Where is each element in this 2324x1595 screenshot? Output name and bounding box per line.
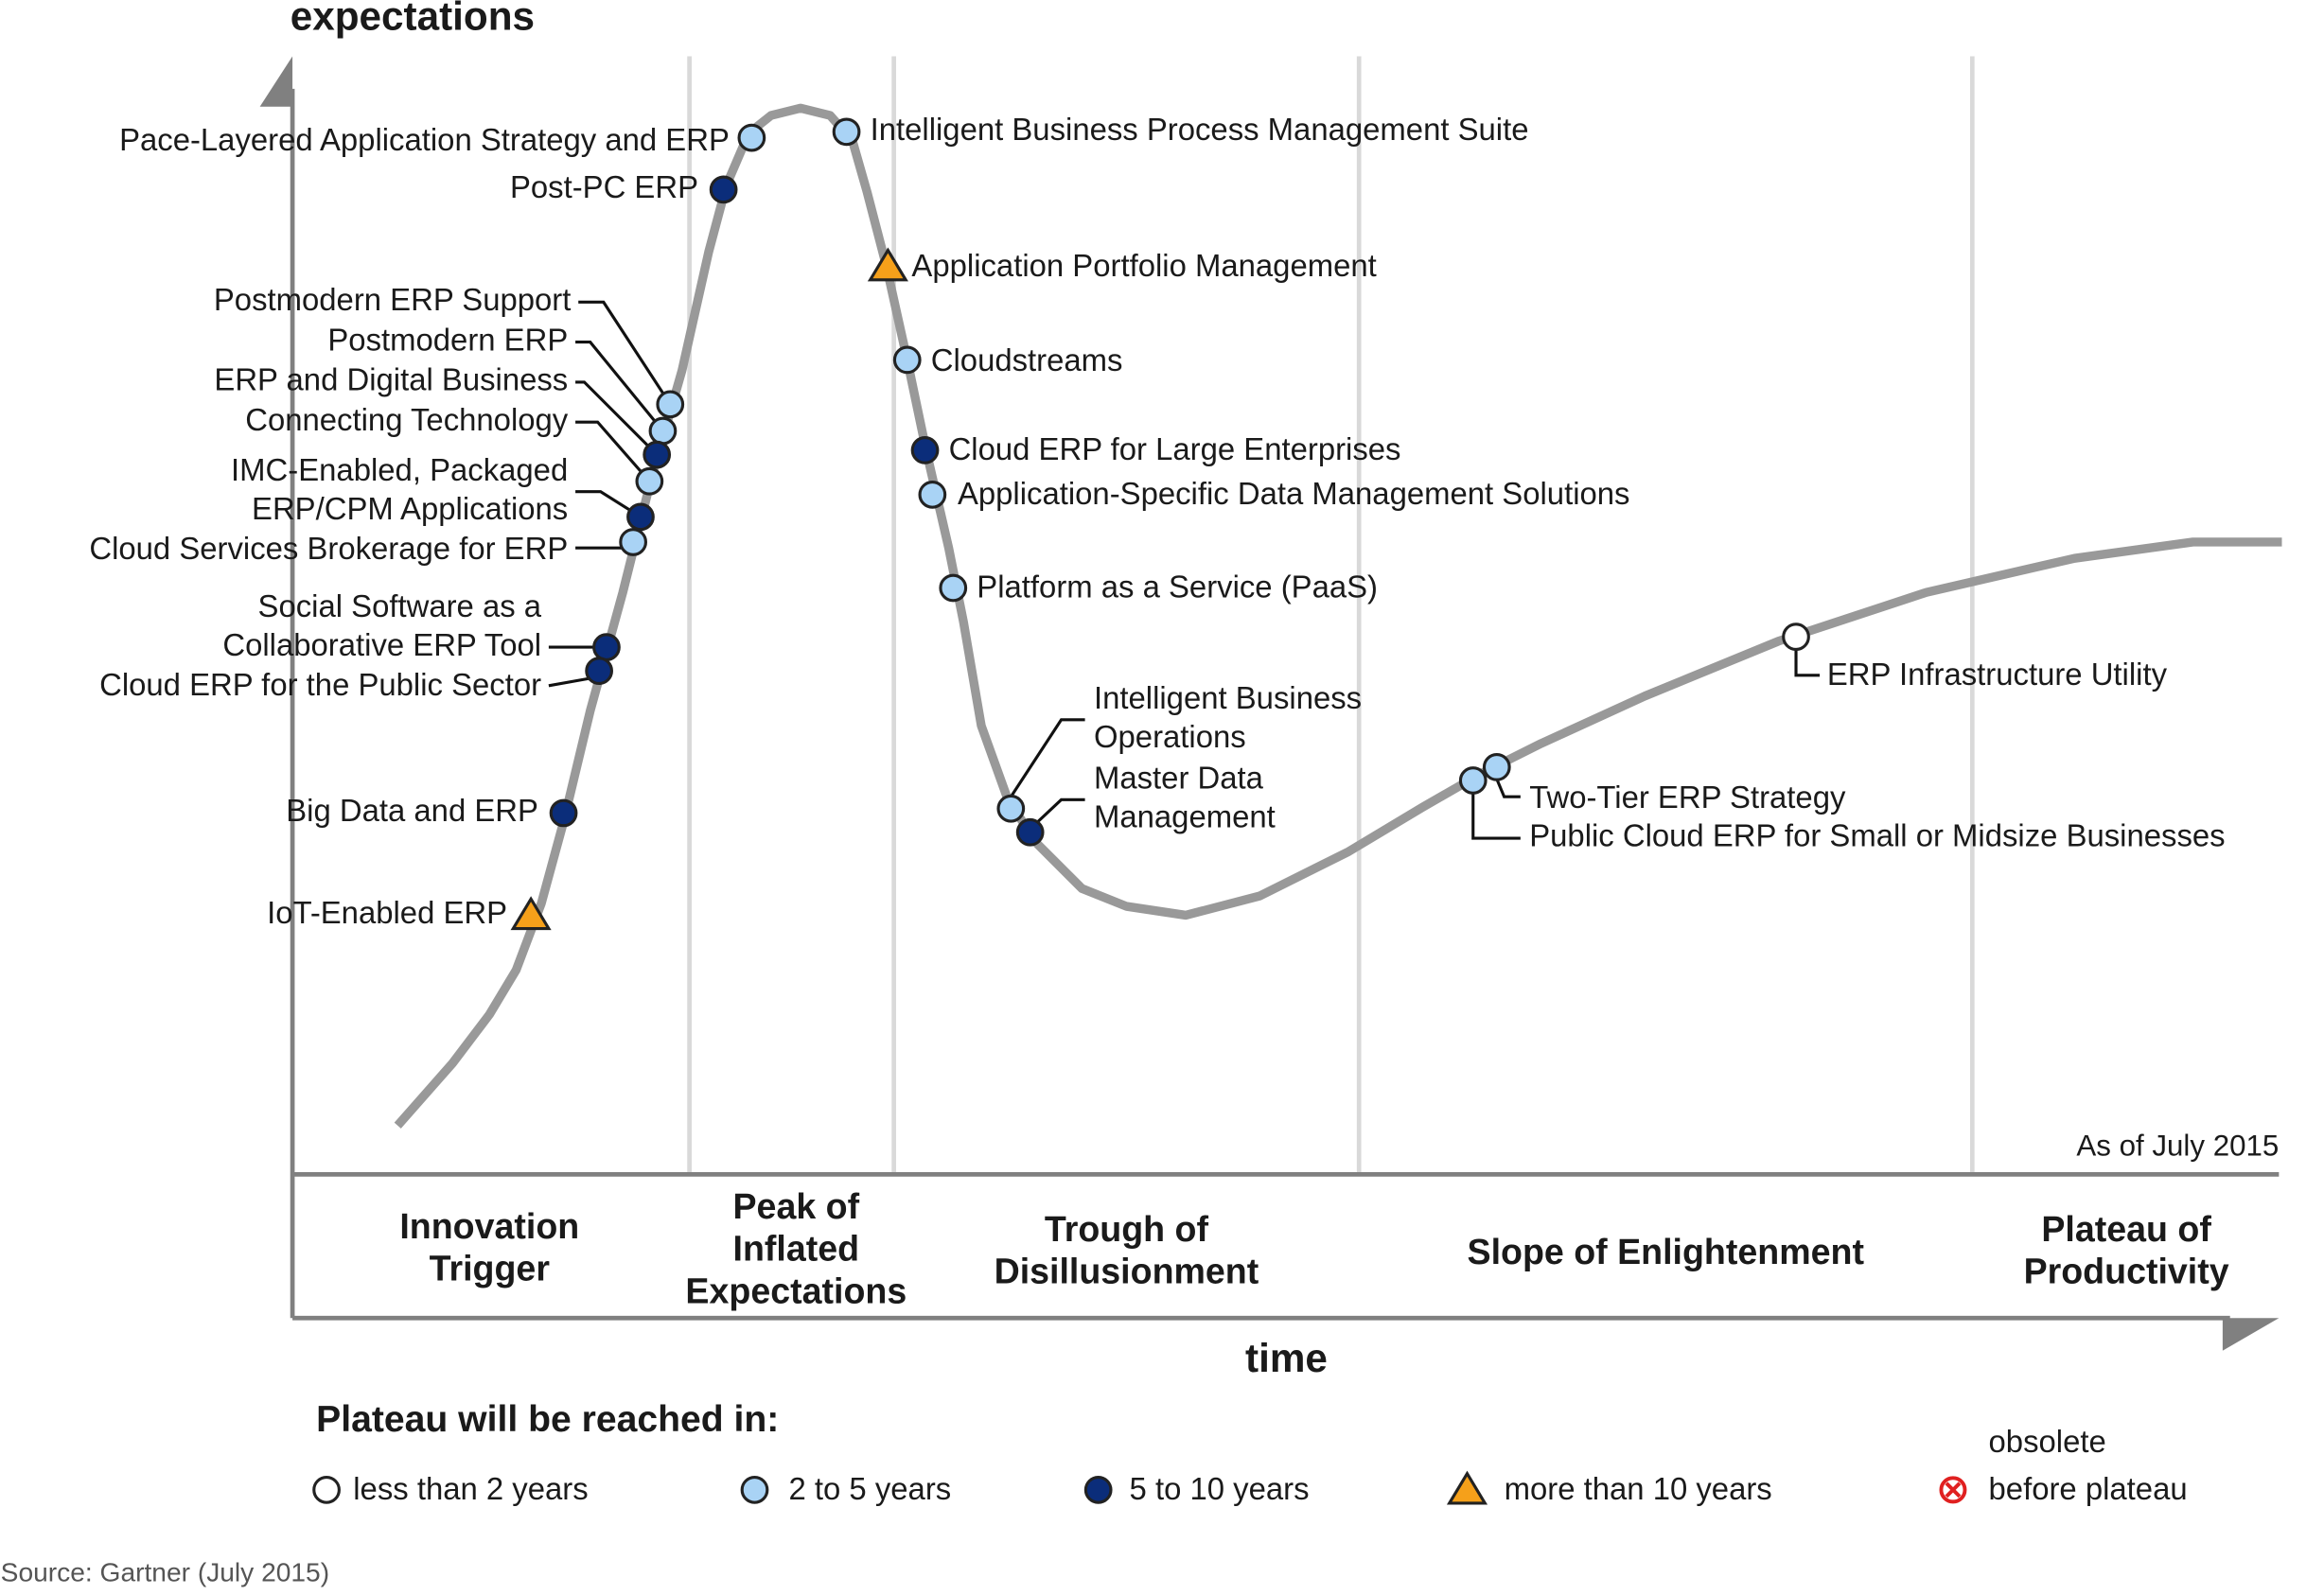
technology-label: Cloud ERP for the Public Sector [99, 667, 541, 702]
technology-label: Master Data [1094, 761, 1264, 796]
technology-marker [996, 794, 1026, 823]
technology-marker [643, 440, 672, 469]
technology-marker [1015, 817, 1045, 847]
technology-label: Postmodern ERP [327, 322, 568, 357]
leader-line [575, 380, 659, 456]
legend-label: 2 to 5 years [789, 1471, 952, 1506]
technology-marker [656, 390, 685, 419]
technology-marker [648, 416, 678, 446]
technology-label: Management [1094, 798, 1276, 833]
source: Source: Gartner (July 2015) [1, 1557, 329, 1587]
technology-label: Postmodern ERP Support [214, 282, 571, 317]
technology-label: Cloudstreams [931, 342, 1123, 377]
technology-label: ERP and Digital Business [214, 362, 568, 397]
technology-label: Pace-Layered Application Strategy and ER… [119, 122, 730, 157]
leader-line [1036, 798, 1085, 823]
technology-label: Social Software as a [258, 588, 542, 623]
leader-line [575, 420, 651, 482]
phase-label: Innovation [399, 1206, 579, 1246]
technology-marker [709, 175, 738, 204]
technology-marker [939, 573, 968, 603]
technology-label: Collaborative ERP Tool [222, 627, 541, 662]
leader-line [575, 490, 642, 518]
legend-marker [1083, 1475, 1113, 1504]
technology-label: Connecting Technology [245, 402, 569, 437]
phase-label: Slope of Enlightenment [1468, 1232, 1865, 1271]
technology-label: Intelligent Business Process Management … [871, 112, 1529, 147]
phase-label: Productivity [2024, 1252, 2229, 1291]
phase-label: Peak of [733, 1186, 860, 1226]
legend-label: obsolete [1989, 1424, 2106, 1459]
technology-label: Cloud Services Brokerage for ERP [89, 531, 568, 566]
leader-line [1471, 792, 1521, 840]
technology-label: Post-PC ERP [510, 169, 698, 204]
technology-label: Big Data and ERP [286, 793, 538, 828]
technology-label: Operations [1094, 719, 1246, 754]
legend-label: 5 to 10 years [1130, 1471, 1310, 1506]
technology-marker [635, 466, 664, 496]
technology-marker [626, 502, 655, 532]
leader-line [1794, 648, 1821, 677]
as-of-note: As of July 2015 [2076, 1129, 2279, 1162]
leader-line [1495, 778, 1521, 798]
legend-marker [1945, 1481, 1962, 1499]
legend-marker [312, 1475, 341, 1504]
phase-label: Expectations [685, 1271, 907, 1310]
legend-title: Plateau will be reached in: [316, 1399, 779, 1440]
technology-label: IMC-Enabled, Packaged [231, 452, 568, 487]
leader-line [548, 676, 591, 688]
leader-line [575, 341, 664, 432]
technology-marker [892, 345, 922, 375]
x-axis-title: time [1245, 1336, 1328, 1380]
technology-marker [832, 117, 861, 147]
leader-line [578, 300, 672, 406]
technology-label: IoT-Enabled ERP [267, 895, 507, 930]
phase-label: Trough of [1045, 1209, 1209, 1249]
legend-label: less than 2 years [353, 1471, 588, 1506]
x-axis-arrow [2222, 1318, 2280, 1351]
technology-marker [619, 528, 648, 556]
technology-label: Intelligent Business [1094, 680, 1362, 715]
technology-label: Application-Specific Data Management Sol… [958, 476, 1630, 511]
phase-label: Trigger [430, 1248, 551, 1288]
technology-marker [737, 123, 766, 152]
technology-label: ERP Infrastructure Utility [1827, 657, 2168, 692]
technology-marker [1458, 766, 1488, 795]
phase-label: Plateau of [2041, 1209, 2211, 1249]
y-axis-title: expectations [290, 0, 535, 39]
technology-label: Platform as a Service (PaaS) [977, 570, 1378, 605]
phase-label: Disillusionment [995, 1252, 1259, 1291]
legend-label: before plateau [1989, 1471, 2188, 1506]
technology-marker [549, 798, 578, 828]
legend-marker [1446, 1470, 1488, 1505]
phase-label: Inflated [733, 1229, 860, 1269]
technology-marker [1482, 753, 1511, 781]
legend-label: more than 10 years [1505, 1471, 1772, 1506]
technology-marker [867, 247, 908, 282]
technology-label: Cloud ERP for Large Enterprises [949, 431, 1401, 466]
technology-label: Application Portfolio Management [911, 248, 1376, 283]
technology-marker [510, 896, 552, 931]
technology-marker [918, 480, 947, 509]
legend-marker [740, 1475, 769, 1504]
technology-label: ERP/CPM Applications [252, 491, 568, 526]
technology-marker [1782, 622, 1810, 652]
technology-label: Public Cloud ERP for Small or Midsize Bu… [1529, 818, 2225, 853]
technology-marker [592, 633, 621, 661]
technology-marker [585, 657, 613, 686]
technology-marker [910, 436, 940, 464]
technology-label: Two-Tier ERP Strategy [1529, 780, 1846, 815]
y-axis-arrow [259, 56, 293, 107]
leader-line [1010, 718, 1085, 798]
